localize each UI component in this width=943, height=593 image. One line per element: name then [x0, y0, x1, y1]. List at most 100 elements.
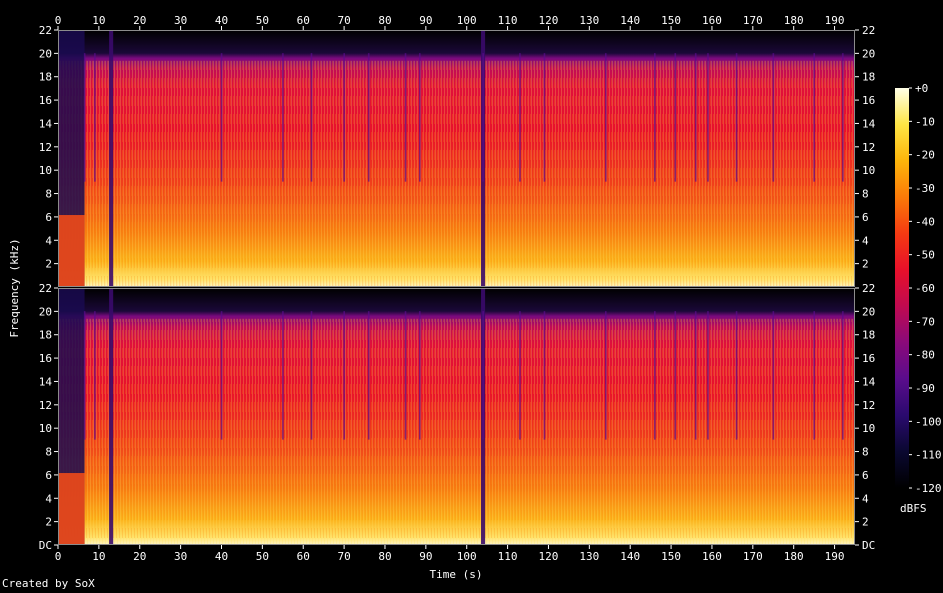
y-tick-label: 18: [39, 71, 52, 84]
y-tick-label: 6: [45, 211, 52, 224]
colorbar-tick-label: -10: [915, 115, 935, 128]
x-tick-label: 170: [743, 550, 763, 563]
dip-line: [707, 53, 709, 182]
dip-line: [842, 311, 844, 440]
x-tick-label: 20: [133, 550, 146, 563]
dip-line: [735, 311, 738, 440]
dip-line: [735, 53, 738, 182]
x-tick-label: 130: [579, 14, 599, 27]
dip-line: [220, 311, 223, 440]
dip-line: [674, 311, 677, 440]
dip-line: [543, 53, 546, 182]
x-tick-label: 120: [539, 14, 559, 27]
y-tick-label: 8: [862, 446, 869, 459]
dip-line: [404, 53, 407, 182]
x-tick-label: 50: [256, 550, 269, 563]
dip-line: [543, 311, 546, 440]
y-tick-label: 10: [862, 422, 875, 435]
y-tick-label: 8: [45, 188, 52, 201]
y-tick-label: 16: [39, 94, 52, 107]
y-tick-label: 20: [862, 47, 875, 60]
y-tick-label: 4: [45, 492, 52, 505]
colorbar-gradient-rect: [895, 88, 909, 488]
dip-line: [367, 311, 370, 440]
y-tick-label: 4: [862, 492, 869, 505]
x-tick-label: 0: [55, 550, 62, 563]
y-tick-label: 20: [39, 47, 52, 60]
channel-texture: [58, 60, 855, 288]
x-axis-title: Time (s): [430, 568, 483, 581]
x-tick-label: 50: [256, 14, 269, 27]
y-tick-label: 14: [862, 375, 876, 388]
dip-line: [220, 53, 223, 182]
x-tick-label: 40: [215, 14, 228, 27]
dip-line: [94, 311, 96, 440]
dip-line: [604, 53, 607, 182]
x-tick-label: 160: [702, 14, 722, 27]
colorbar-tick-label: -120: [915, 482, 942, 495]
y-tick-label: 10: [862, 164, 875, 177]
y-tick-label: 12: [862, 141, 875, 154]
y-tick-label: 6: [862, 469, 869, 482]
plot-frame: [58, 30, 855, 287]
y-tick-label: 10: [39, 164, 52, 177]
y-tick-label: 22: [39, 24, 52, 37]
y-tick-label: 12: [39, 399, 52, 412]
colorbar-tick-label: -70: [915, 315, 935, 328]
colorbar-tick-label: -50: [915, 249, 935, 262]
colorbar-tick-label: -20: [915, 149, 935, 162]
x-tick-label: 10: [92, 14, 105, 27]
dip-line: [842, 53, 844, 182]
dip-line: [94, 53, 96, 182]
y-tick-label: 18: [39, 329, 52, 342]
y-tick-label: DC: [39, 539, 52, 552]
plot-frames: [58, 30, 855, 545]
intro-low-energy: [58, 473, 85, 545]
dip-line: [707, 311, 709, 440]
x-tick-label: 110: [498, 550, 518, 563]
colorbar-tick-label: -110: [915, 449, 942, 462]
colorbar-tick-label: -100: [915, 415, 942, 428]
plot-frame: [58, 288, 855, 545]
y-tick-label: 2: [45, 258, 52, 271]
dip-line: [482, 53, 484, 182]
x-tick-label: 70: [337, 550, 350, 563]
dip-line: [813, 53, 816, 182]
y-tick-label: 20: [862, 305, 875, 318]
colorbar-tick-label: -60: [915, 282, 935, 295]
dip-line: [343, 311, 346, 440]
dip-line: [654, 53, 656, 182]
x-tick-label: 0: [55, 14, 62, 27]
y-tick-label: 10: [39, 422, 52, 435]
x-tick-label: 100: [457, 14, 477, 27]
x-axis-top: 0 10 20 30 40 50 60 70 80 90 100 110 120 130 140 150 160…: [55, 14, 845, 30]
credit-text: Created by SoX: [2, 577, 95, 590]
colorbar-tick-label: -30: [915, 182, 935, 195]
dip-line: [813, 311, 816, 440]
dip-line: [419, 53, 421, 182]
x-tick-label: 30: [174, 550, 187, 563]
dip-line: [282, 53, 284, 182]
x-tick-label: 10: [92, 550, 105, 563]
x-tick-label: 120: [539, 550, 559, 563]
dip-line: [310, 53, 313, 182]
channel-group: [58, 30, 855, 545]
y-tick-label: 22: [39, 282, 52, 295]
dip-line: [343, 53, 346, 182]
y-tick-label: 18: [862, 71, 875, 84]
x-tick-label: 150: [661, 14, 681, 27]
x-tick-label: 30: [174, 14, 187, 27]
dip-line: [310, 311, 313, 440]
y-tick-label: 22: [862, 282, 875, 295]
x-tick-label: 90: [419, 550, 432, 563]
y-tick-label: 8: [45, 446, 52, 459]
dip-line: [482, 311, 484, 440]
colorbar-tick-label: -80: [915, 349, 935, 362]
y-tick-label: 22: [862, 24, 875, 37]
y-tick-label: 6: [45, 469, 52, 482]
dip-line: [604, 311, 607, 440]
y-tick-label: 4: [45, 234, 52, 247]
x-tick-label: 70: [337, 14, 350, 27]
